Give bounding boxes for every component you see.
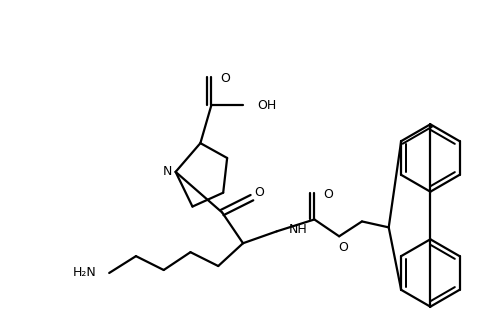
Text: O: O bbox=[338, 241, 348, 254]
Text: OH: OH bbox=[257, 99, 276, 112]
Text: NH: NH bbox=[288, 223, 307, 236]
Text: O: O bbox=[254, 186, 264, 199]
Text: O: O bbox=[323, 188, 333, 201]
Text: H₂N: H₂N bbox=[73, 266, 96, 279]
Text: O: O bbox=[220, 72, 230, 85]
Text: N: N bbox=[163, 165, 172, 178]
